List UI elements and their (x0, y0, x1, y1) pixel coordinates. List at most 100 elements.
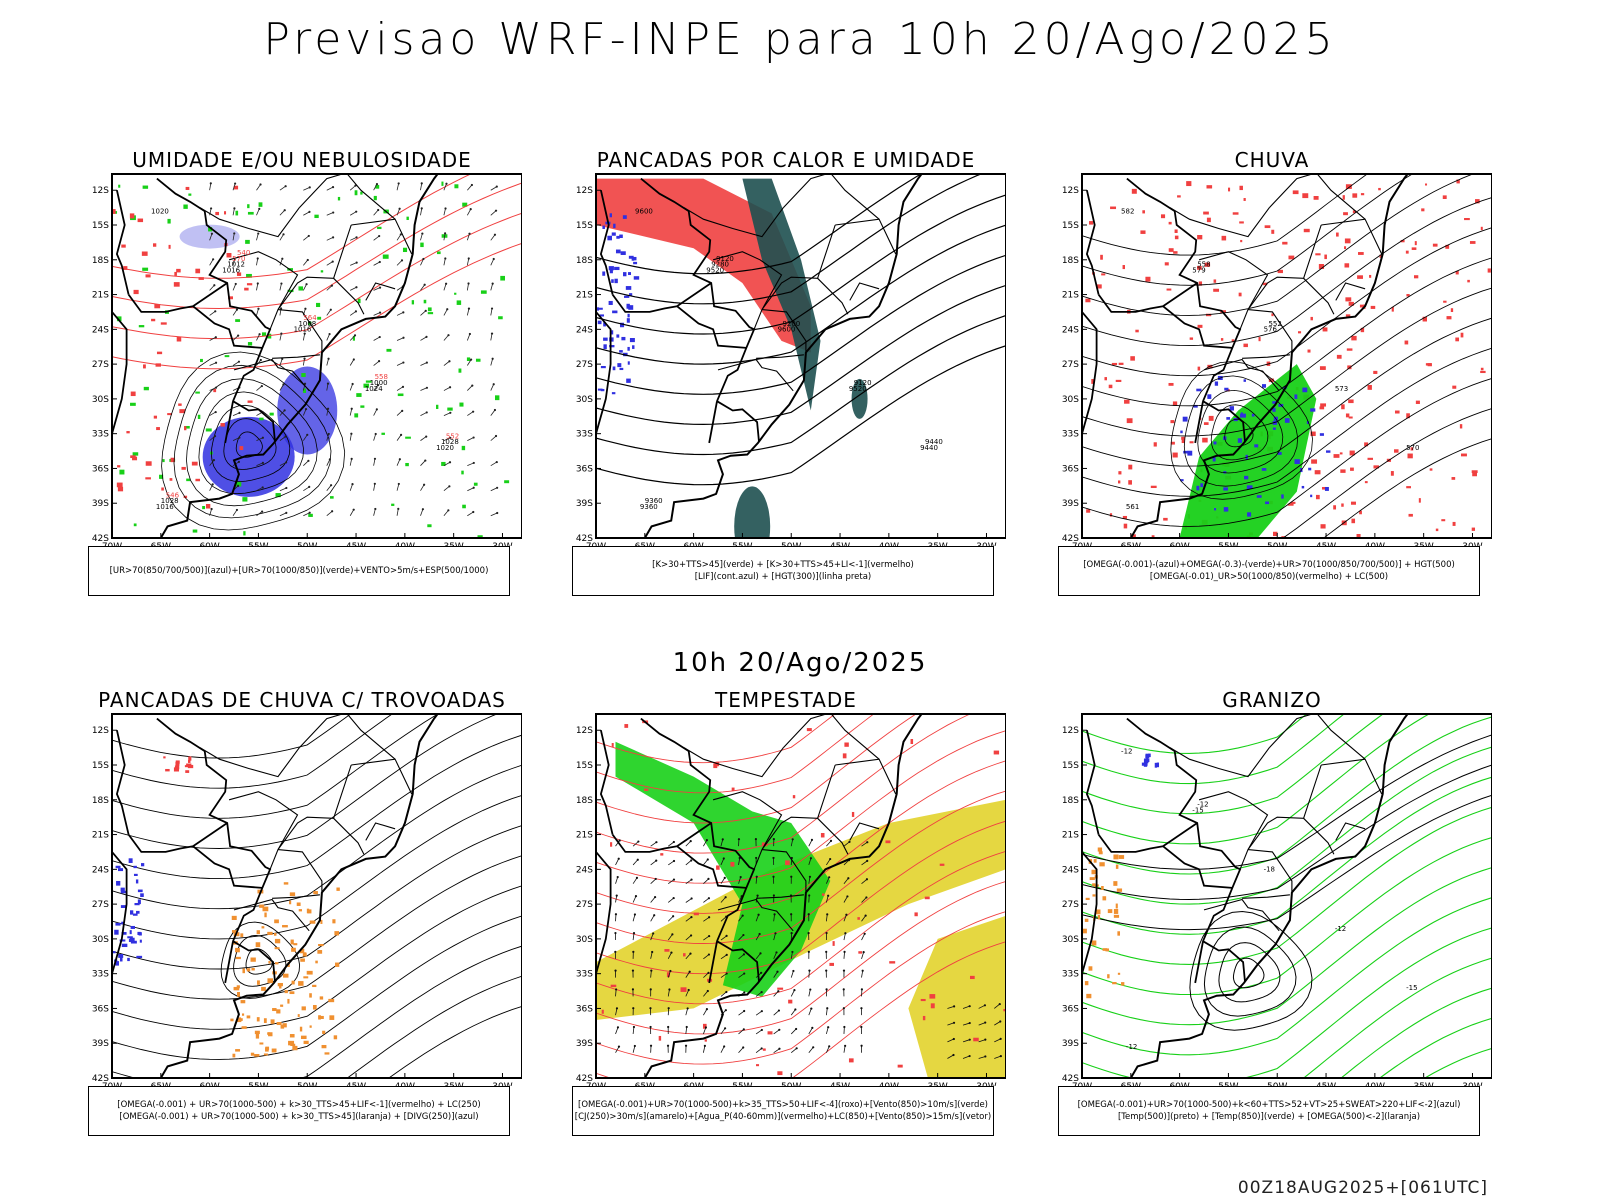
thunder-area-red (165, 768, 170, 772)
wind850-vector (790, 1028, 797, 1035)
hail-area-blue (1144, 758, 1150, 763)
lat-tick-label: 42S (576, 1074, 593, 1084)
legend-box: [OMEGA(-0.001)+UR>70(1000-500)+k<60+TTS>… (1058, 1086, 1480, 1136)
contour-label: 552 (446, 432, 459, 440)
lon-tick-label: 55W (732, 542, 752, 546)
omega-area-orange (1117, 931, 1121, 936)
omega-area-orange (1084, 918, 1089, 922)
state-border (346, 714, 396, 760)
wind850-vector (826, 858, 831, 866)
wind-vector (396, 208, 400, 216)
contour-label: -12 (1126, 1043, 1137, 1051)
wind850-vector (615, 988, 618, 991)
state-border (761, 224, 836, 310)
wind-vector (349, 509, 355, 516)
lat-tick-label: 15S (576, 221, 593, 231)
state-border (1247, 309, 1293, 353)
thunder-area-orange (240, 1000, 246, 1004)
wind-vector (467, 385, 473, 391)
country-border (599, 190, 614, 295)
rain-area-red (1480, 367, 1484, 371)
wind850-vector (633, 1044, 636, 1048)
rain-area-red (1197, 366, 1201, 371)
thunder-area-red (163, 756, 166, 759)
contour-label: 576 (1264, 326, 1278, 334)
rain-area-red (1292, 190, 1299, 195)
wind-vector (448, 360, 451, 363)
humidity-speckle-green (247, 204, 250, 209)
state-border (717, 898, 794, 932)
rain-area-red (1406, 486, 1411, 489)
wind-vector (326, 261, 333, 266)
state-border (277, 224, 352, 310)
legend-box: [OMEGA(-0.001) + UR>70(1000-500) + k>30_… (88, 1086, 510, 1136)
wind850-vector (707, 877, 710, 881)
wind-vector (446, 308, 449, 311)
wind-vector (283, 209, 286, 212)
wind850-vector (685, 860, 692, 866)
humidity-speckle-red (160, 322, 167, 325)
wind850-vector (615, 1007, 619, 1010)
lat-tick-label: 42S (1062, 534, 1079, 544)
rain-area-red (1086, 509, 1091, 513)
divergence-area-blue (115, 922, 121, 926)
wind-vector (447, 509, 450, 512)
thunder-area-orange (271, 1048, 277, 1053)
rain-area-red (1456, 179, 1460, 184)
wind850-vector (860, 1044, 863, 1047)
humidity-speckle-green (159, 474, 164, 479)
wind850-vector (737, 838, 741, 841)
rain-area-blue (1302, 387, 1308, 393)
wind850-vector (635, 876, 639, 879)
wind-vector (421, 232, 424, 235)
country-border (1162, 305, 1233, 349)
divergence-area-blue (115, 961, 119, 966)
lon-tick-label: 50W (781, 542, 801, 546)
humidity-speckle-green (192, 529, 198, 533)
lif-contour-blue (609, 213, 612, 218)
humidity-speckle-green (500, 275, 505, 281)
humidity-speckle-green (405, 436, 411, 439)
wind-vector (448, 461, 452, 464)
wind-vector (282, 383, 285, 386)
contour-label: -15 (1406, 984, 1417, 992)
wind850-vector (667, 952, 672, 960)
wind850-vector (685, 916, 692, 922)
wind-vector (443, 437, 451, 441)
wind-vector (308, 210, 311, 213)
wind-vector (279, 410, 285, 416)
wind-vector (490, 487, 498, 492)
hgt300-contour (596, 314, 1006, 456)
wind-vector (232, 335, 239, 341)
panel-title: PANCADAS DE CHUVA C/ TROVOADAS (98, 688, 506, 712)
lif-contour-blue (617, 363, 622, 368)
plot-area (596, 714, 1006, 1078)
lon-tick-label: 60W (1169, 542, 1189, 546)
wind850-vector (666, 1044, 670, 1047)
divergence-area-blue (128, 858, 133, 863)
humidity-speckle-red (116, 482, 123, 488)
divergence-area-blue (130, 925, 135, 929)
omega-area-orange (1112, 981, 1117, 985)
wind850-vector (685, 971, 690, 978)
wind-vector (443, 233, 446, 241)
wind850-vector (721, 838, 724, 841)
rain-area-red (1108, 384, 1113, 389)
lat-tick-label: 39S (92, 1039, 109, 1049)
country-border (112, 311, 128, 441)
rain-area-blue (1237, 438, 1243, 443)
thunder-area-orange (255, 1033, 260, 1039)
wind-vector (490, 234, 496, 241)
thunder-area-orange (231, 915, 237, 920)
lon-tick-label: 50W (781, 1082, 801, 1086)
rain-area-red (1204, 262, 1211, 267)
wind-vector (374, 507, 377, 511)
jet-area-yellow (908, 915, 1006, 1078)
divergence-area-blue (128, 938, 135, 942)
wind850-vector (632, 932, 636, 935)
wind-vector (329, 484, 333, 487)
wind-vector (307, 459, 310, 462)
state-border (683, 207, 784, 238)
temp850-contour (1340, 987, 1492, 1078)
wind850-vector (790, 931, 793, 935)
